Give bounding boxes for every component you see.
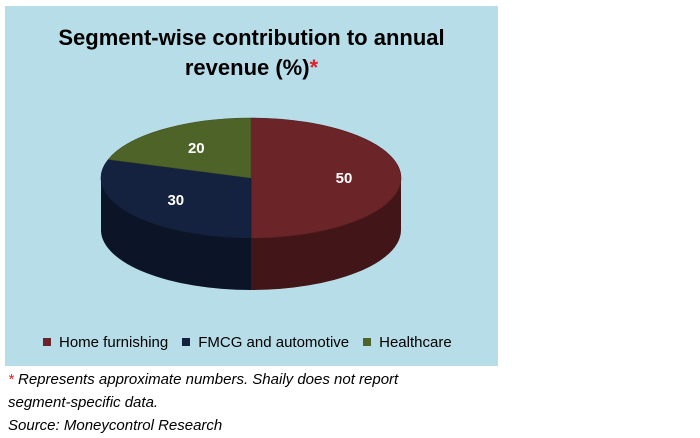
legend-item-healthcare: Healthcare <box>363 334 452 351</box>
footnote-asterisk: * <box>8 371 14 388</box>
title-asterisk: * <box>309 55 319 80</box>
pie-slice-home-furnishing <box>250 117 402 239</box>
legend-label-healthcare: Healthcare <box>379 333 452 351</box>
pie-slice-healthcare <box>107 117 252 179</box>
legend-label-home-furnishing: Home furnishing <box>59 333 169 351</box>
legend-swatch-fmcg-and-automotive <box>182 338 191 346</box>
legend-swatch-healthcare <box>363 338 372 346</box>
legend-item-home-furnishing: Home furnishing <box>43 334 168 351</box>
pie-side-home-furnishing <box>251 178 401 290</box>
source-note: Source: Moneycontrol Research <box>8 417 223 434</box>
footnote-line2: segment-specific data. <box>8 394 159 411</box>
pie-chart: 50 30 20 <box>100 117 402 290</box>
chart-legend: Home furnishing FMCG and automotive Health… <box>43 332 483 352</box>
legend-label-fmcg-and-automotive: FMCG and automotive <box>198 333 350 351</box>
footnote: * Represents approximate numbers. Shaily… <box>8 368 488 437</box>
pie-side-fmcg-and-automotive <box>101 178 251 290</box>
footnote-text-1: Represents approximate numbers. Shaily d… <box>13 371 399 388</box>
legend-item-fmcg-and-automotive: FMCG and automotive <box>182 334 349 351</box>
data-label-home-furnishing: 50 <box>336 170 353 187</box>
chart-title-line2: revenue (%)* <box>5 53 498 83</box>
legend-swatch-home-furnishing <box>43 338 51 346</box>
chart-panel: Segment-wise contribution to annual reve… <box>5 6 498 366</box>
chart-title: Segment-wise contribution to annual reve… <box>5 23 498 83</box>
chart-title-line2-text: revenue (%) <box>184 55 310 80</box>
data-label-fmcg-and-automotive: 30 <box>167 192 184 209</box>
data-label-healthcare: 20 <box>188 140 205 157</box>
pie-slice-fmcg-and-automotive <box>100 159 252 239</box>
footnote-line1: * Represents approximate numbers. Shaily… <box>8 368 488 391</box>
chart-title-line1: Segment-wise contribution to annual <box>58 25 445 50</box>
